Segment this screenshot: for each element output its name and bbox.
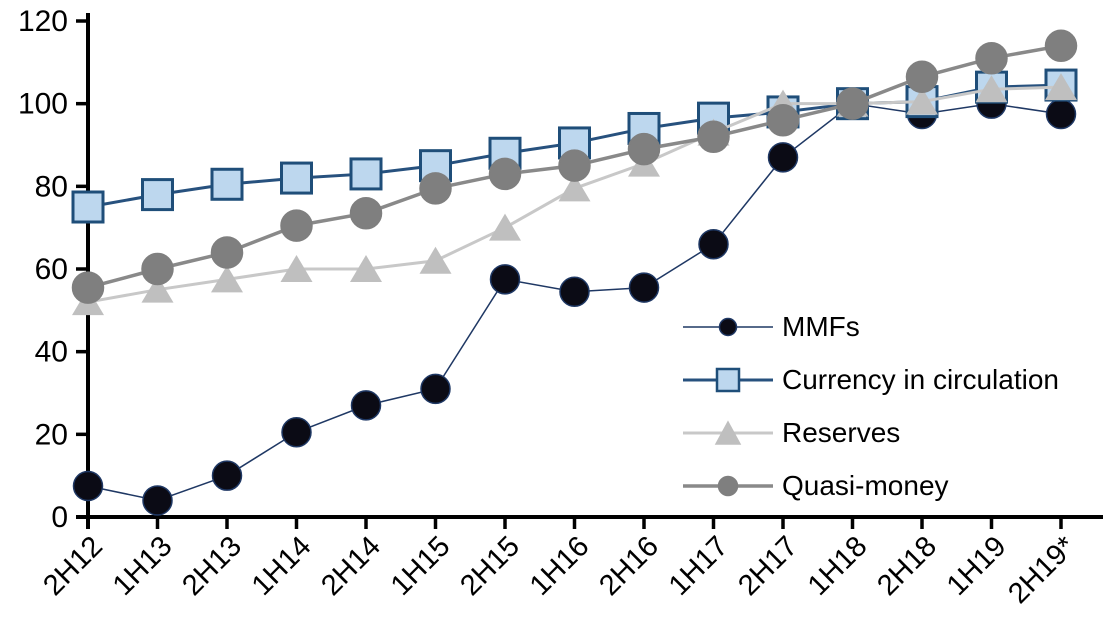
legend-item-reserves: Reserves xyxy=(683,406,1059,459)
x-tick-label: 1H19 xyxy=(941,530,1013,602)
data-point xyxy=(489,264,521,295)
quasi-money-legend-marker xyxy=(683,475,773,496)
x-tick-label: 1H18 xyxy=(802,530,874,602)
data-point xyxy=(975,41,1008,75)
x-tick-label: 1H14 xyxy=(246,530,318,602)
legend: MMFs Currency in circulation Reserves Qu… xyxy=(683,300,1059,512)
y-tick-label: 80 xyxy=(35,170,68,203)
data-point xyxy=(281,417,312,448)
x-tick-label: 2H15 xyxy=(454,530,526,602)
legend-label: MMFs xyxy=(782,310,860,342)
y-tick-label: 120 xyxy=(18,5,68,38)
x-tick-label: 2H16 xyxy=(593,530,665,602)
data-point xyxy=(420,373,451,405)
data-point xyxy=(906,87,938,115)
legend-label: Quasi-money xyxy=(782,469,949,501)
data-point xyxy=(141,275,174,303)
data-point xyxy=(767,142,799,173)
data-point xyxy=(419,246,452,274)
data-point xyxy=(72,470,104,502)
x-tick-label: 1H13 xyxy=(107,530,179,602)
data-point xyxy=(419,172,452,205)
data-point xyxy=(558,149,591,182)
x-tick-label: 1H17 xyxy=(663,530,735,602)
data-point xyxy=(210,236,244,269)
x-tick-label: 2H14 xyxy=(315,530,387,602)
data-point xyxy=(211,265,243,293)
data-point xyxy=(558,174,591,202)
legend-label: Reserves xyxy=(782,416,901,448)
y-tick-label: 20 xyxy=(35,418,68,451)
x-tick-label: 2H12 xyxy=(37,530,109,602)
data-point xyxy=(698,228,729,260)
x-tick-label: 1H15 xyxy=(385,530,457,602)
data-point xyxy=(141,178,174,212)
data-point xyxy=(488,157,522,191)
currency-legend-marker xyxy=(683,367,773,392)
data-point xyxy=(1044,29,1078,63)
data-point xyxy=(280,255,313,283)
data-point xyxy=(350,255,382,283)
data-point xyxy=(349,196,383,230)
legend-item-currency-in-circulation: Currency in circulation xyxy=(683,353,1059,406)
y-tick-label: 40 xyxy=(35,336,68,369)
data-point xyxy=(905,60,939,94)
data-point xyxy=(71,190,105,224)
y-tick-label: 100 xyxy=(18,88,68,121)
data-point xyxy=(836,87,869,120)
series-quasi-money xyxy=(71,29,1078,304)
y-tick-label: 0 xyxy=(51,501,68,534)
data-point xyxy=(142,485,173,516)
data-point xyxy=(280,161,313,195)
data-point xyxy=(350,390,382,421)
reserves-legend-marker xyxy=(683,419,773,445)
data-point xyxy=(697,120,730,153)
data-point xyxy=(280,209,313,242)
data-point xyxy=(628,272,660,303)
y-tick-label: 60 xyxy=(35,253,68,286)
legend-item-mmfs: MMFs xyxy=(683,300,1059,353)
x-tick-label: 2H19* xyxy=(1002,530,1082,610)
data-point xyxy=(766,103,800,137)
data-point xyxy=(210,167,244,201)
data-point xyxy=(975,75,1008,103)
legend-item-quasi-money: Quasi-money xyxy=(683,459,1059,512)
data-point xyxy=(211,460,243,491)
data-point xyxy=(141,252,174,286)
data-point xyxy=(489,213,521,241)
data-point xyxy=(349,157,383,191)
data-point xyxy=(1045,73,1077,101)
x-tick-label: 2H17 xyxy=(732,530,804,602)
x-tick-label: 2H18 xyxy=(871,530,943,602)
data-point xyxy=(1045,98,1077,130)
data-point xyxy=(559,276,590,307)
legend-label: Currency in circulation xyxy=(782,363,1059,395)
data-point xyxy=(627,132,661,166)
x-tick-label: 1H16 xyxy=(524,530,596,602)
data-point xyxy=(71,271,105,304)
mmfs-legend-marker xyxy=(683,317,773,336)
x-tick-label: 2H13 xyxy=(176,530,248,602)
